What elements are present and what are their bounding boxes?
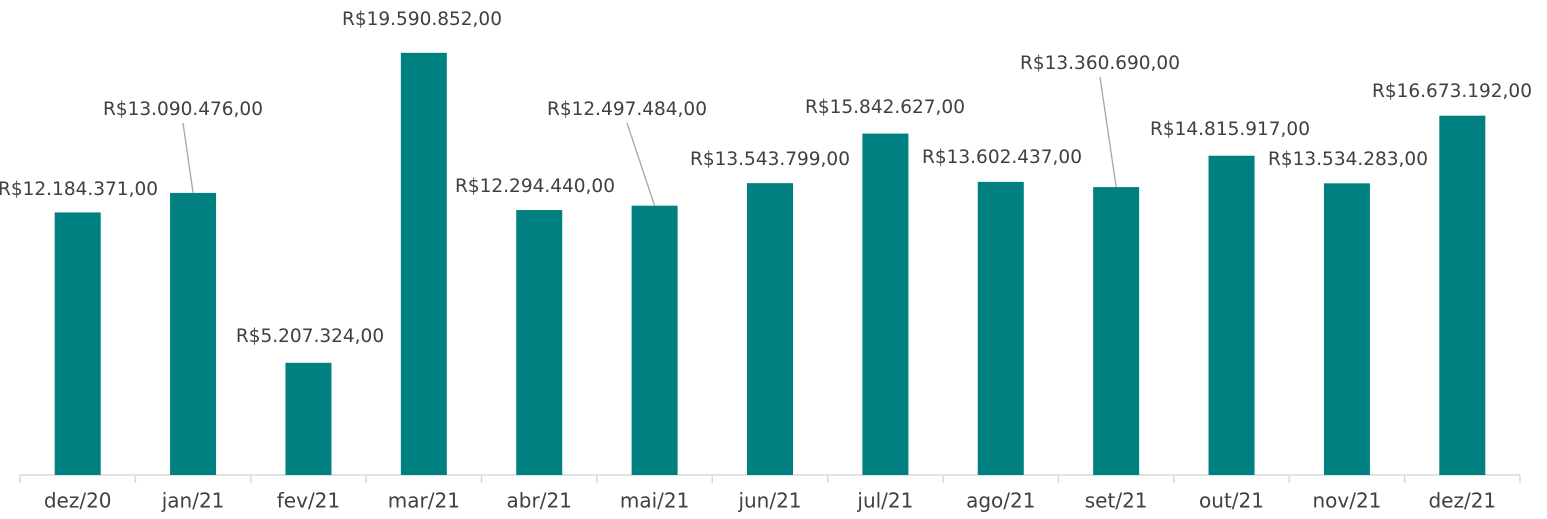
data-label: R$19.590.852,00 — [342, 9, 502, 30]
leader-line — [626, 122, 656, 206]
x-tick-label: set/21 — [1085, 489, 1148, 513]
bar — [1439, 115, 1486, 475]
data-label: R$12.294.440,00 — [455, 176, 615, 197]
leader-line — [182, 122, 194, 193]
x-tick-label: dez/21 — [1428, 489, 1496, 513]
data-label: R$13.090.476,00 — [103, 99, 263, 120]
x-tick-label: abr/21 — [507, 489, 572, 513]
data-label: R$12.184.371,00 — [0, 179, 158, 200]
bar — [400, 52, 447, 475]
data-label: R$15.842.627,00 — [805, 97, 965, 118]
bar — [631, 205, 678, 476]
bar — [1208, 155, 1255, 476]
bar — [516, 210, 563, 476]
x-tick-label: ago/21 — [966, 489, 1035, 513]
data-label: R$12.497.484,00 — [547, 99, 707, 120]
x-tick-label: fev/21 — [277, 489, 340, 513]
x-tick-label: dez/20 — [44, 489, 112, 513]
bar — [170, 192, 217, 475]
data-label: R$13.602.437,00 — [922, 147, 1082, 168]
data-label: R$14.815.917,00 — [1150, 119, 1310, 140]
x-tick-label: out/21 — [1199, 489, 1264, 513]
bar — [747, 183, 793, 475]
x-tick-label: jul/21 — [856, 489, 913, 513]
x-tick-label: mai/21 — [620, 489, 689, 513]
bar — [1093, 187, 1140, 475]
bar — [285, 362, 332, 475]
data-label: R$5.207.324,00 — [236, 326, 384, 347]
x-tick-label: jun/21 — [737, 489, 801, 513]
leader-line — [1099, 76, 1117, 188]
data-label: R$13.360.690,00 — [1020, 53, 1180, 74]
bar — [1323, 183, 1370, 476]
x-tick-label: mar/21 — [388, 489, 460, 513]
data-label: R$16.673.192,00 — [1372, 81, 1532, 102]
bar — [54, 212, 101, 475]
data-label: R$13.543.799,00 — [690, 149, 850, 170]
data-label: R$13.534.283,00 — [1268, 149, 1428, 170]
bar — [862, 133, 909, 476]
x-tick-label: nov/21 — [1312, 489, 1381, 513]
x-tick-label: jan/21 — [161, 489, 225, 513]
bar — [977, 181, 1024, 475]
